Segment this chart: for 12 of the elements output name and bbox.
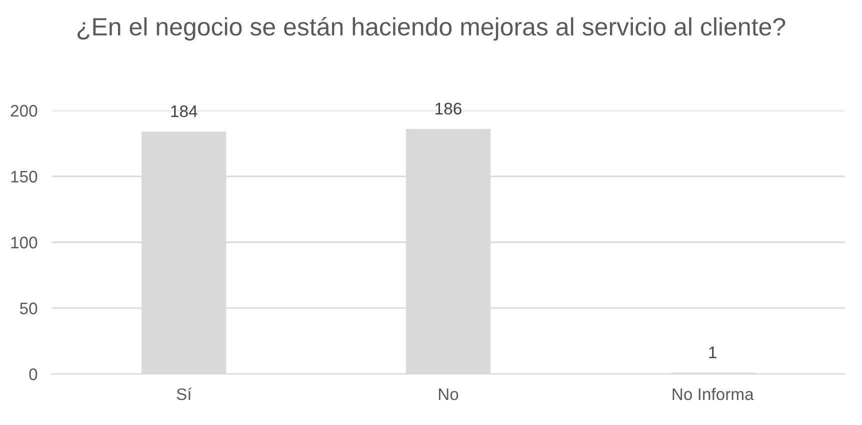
y-tick-label: 100 bbox=[11, 236, 38, 248]
x-tick-label: Sí bbox=[176, 388, 192, 400]
data-label: 1 bbox=[709, 346, 716, 358]
data-label: 186 bbox=[436, 102, 462, 115]
data-label: 184 bbox=[171, 105, 198, 118]
x-tick-label: No Informa bbox=[672, 388, 754, 400]
x-tick-label: No bbox=[438, 388, 458, 400]
chart-title: ¿En el negocio se están haciendo mejoras al servicio al cliente? bbox=[78, 17, 786, 41]
y-tick-label: 0 bbox=[29, 368, 38, 380]
y-tick-label: 150 bbox=[11, 170, 38, 183]
y-tick-label: 50 bbox=[20, 302, 38, 314]
y-tick-label: 200 bbox=[10, 104, 38, 117]
